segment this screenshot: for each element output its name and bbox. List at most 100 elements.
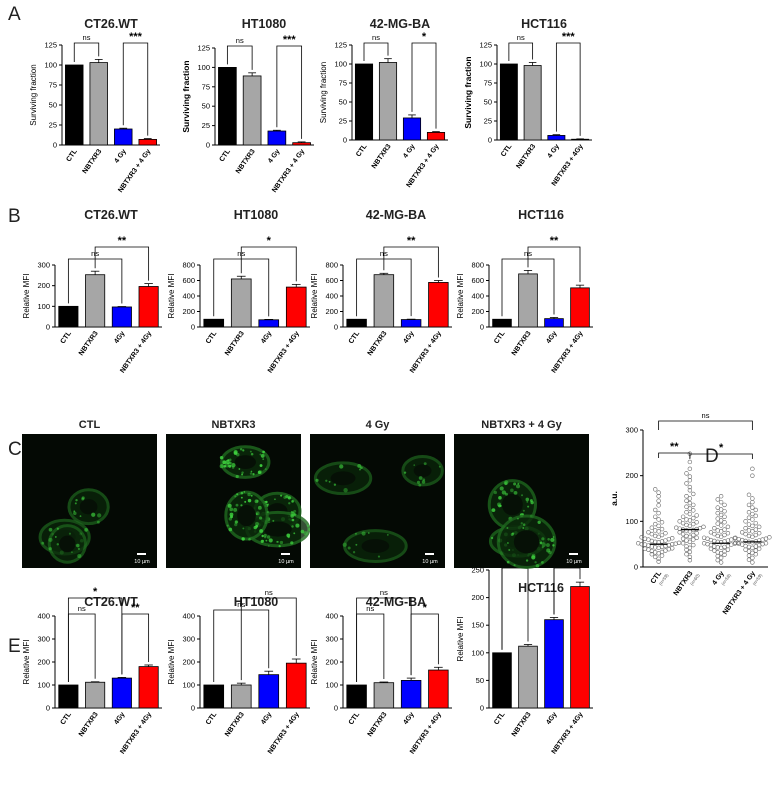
data-point bbox=[694, 535, 699, 540]
data-point bbox=[722, 549, 727, 554]
data-point bbox=[684, 547, 689, 552]
y-axis-label: Surviving fraction bbox=[319, 62, 328, 123]
mitochondria-spot bbox=[285, 495, 289, 499]
y-axis-label: Relative MFI bbox=[167, 274, 176, 319]
mitochondria-spot bbox=[48, 547, 52, 551]
mitochondria-spot bbox=[76, 543, 80, 548]
y-tick-label: 75 bbox=[339, 79, 347, 88]
mitochondria-spot bbox=[228, 464, 232, 468]
chart-title: 42-MG-BA bbox=[366, 595, 426, 609]
mitochondria-spot bbox=[534, 561, 537, 564]
y-tick-label: 125 bbox=[479, 41, 492, 50]
data-point bbox=[746, 502, 752, 508]
y-tick-label: 50 bbox=[484, 98, 492, 107]
x-tick-label: NBTXR3 + 4Gy bbox=[409, 330, 443, 374]
cell-nucleus bbox=[513, 530, 540, 554]
y-tick-label: 100 bbox=[37, 681, 50, 690]
data-point bbox=[642, 546, 648, 551]
mitochondria-spot bbox=[265, 539, 268, 542]
mitochondria-spot bbox=[276, 540, 279, 543]
y-tick-label: 200 bbox=[182, 658, 195, 667]
data-point bbox=[701, 535, 707, 540]
mitochondria-spot bbox=[291, 500, 294, 503]
mitochondria-spot bbox=[247, 498, 252, 503]
data-point bbox=[656, 523, 661, 529]
y-axis-label: Relative MFI bbox=[456, 617, 465, 662]
cell-nucleus bbox=[413, 464, 432, 478]
mitochondria-spot bbox=[333, 483, 337, 486]
significance-bracket bbox=[411, 42, 437, 129]
data-point bbox=[750, 505, 755, 510]
data-point bbox=[691, 521, 696, 527]
cell-nucleus bbox=[361, 539, 390, 553]
data-point bbox=[750, 466, 755, 472]
mitochondria-spot bbox=[520, 522, 523, 525]
significance-bracket bbox=[122, 42, 149, 136]
chart-E1: CT26.WT 0 100 200 300 400 Relative MFI CTL NBTXR… bbox=[22, 586, 162, 755]
bar-0 bbox=[354, 63, 374, 141]
y-axis-label: Relative MFI bbox=[310, 640, 319, 685]
mitochondria-spot bbox=[250, 494, 253, 497]
mitochondria-spot bbox=[233, 507, 238, 512]
significance-label: ** bbox=[118, 235, 127, 247]
mitochondria-spot bbox=[272, 519, 275, 522]
mitochondria-spot bbox=[274, 498, 276, 501]
y-tick-label: 100 bbox=[44, 61, 57, 70]
chart-E3: 42-MG-BA 0 100 200 300 400 Relative MFI CTL NBTX… bbox=[310, 588, 452, 755]
data-point bbox=[753, 507, 758, 513]
significance-label: ** bbox=[670, 441, 679, 453]
mitochondria-spot bbox=[342, 542, 347, 547]
significance-label: ns bbox=[366, 604, 374, 613]
mitochondria-spot bbox=[266, 510, 270, 514]
mitochondria-spot bbox=[73, 511, 77, 516]
mitochondria-spot bbox=[530, 501, 534, 505]
data-point bbox=[712, 531, 717, 537]
bar-3 bbox=[571, 138, 590, 141]
data-point bbox=[687, 496, 693, 501]
data-point bbox=[725, 531, 731, 536]
mitochondria-spot bbox=[293, 513, 297, 516]
mitochondria-spot bbox=[515, 484, 521, 489]
data-point bbox=[656, 517, 661, 522]
mitochondria-spot bbox=[527, 505, 530, 508]
data-point bbox=[756, 546, 762, 551]
mitochondria-spot bbox=[377, 555, 381, 558]
mitochondria-spot bbox=[548, 550, 552, 555]
mitochondria-spot bbox=[268, 521, 270, 523]
mitochondria-spot bbox=[278, 545, 281, 548]
data-point bbox=[687, 484, 693, 490]
bar-1 bbox=[523, 65, 542, 141]
data-point bbox=[750, 499, 755, 505]
mitochondria-spot bbox=[240, 504, 243, 507]
panel-letter-D: D bbox=[705, 446, 719, 467]
y-axis-label: Relative MFI bbox=[167, 640, 176, 685]
data-point bbox=[659, 532, 665, 538]
mitochondria-spot bbox=[263, 536, 267, 539]
data-point bbox=[701, 524, 706, 530]
mitochondria-spot bbox=[525, 497, 530, 502]
mitochondria-spot bbox=[252, 473, 255, 476]
x-tick-label: NBTXR3 + 4Gy bbox=[267, 330, 301, 374]
y-tick-label: 600 bbox=[325, 276, 338, 285]
data-point bbox=[746, 515, 752, 520]
data-point bbox=[715, 516, 720, 521]
chart-title: HCT116 bbox=[518, 581, 564, 595]
chart-B4: HCT116 0 200 400 600 800 Relative MFI CTL NBTXR3… bbox=[456, 208, 593, 374]
data-point bbox=[646, 530, 651, 535]
panel-letter-A: A bbox=[8, 4, 21, 25]
bar-3 bbox=[570, 287, 590, 328]
data-point bbox=[725, 547, 731, 552]
mitochondria-spot bbox=[56, 543, 59, 546]
x-tick-label: NBTXR3 bbox=[224, 711, 246, 738]
mitochondria-spot bbox=[542, 541, 545, 544]
n-label: (n=59) bbox=[752, 572, 764, 586]
x-tick-label: CTL bbox=[500, 143, 514, 159]
mitochondria-spot bbox=[97, 513, 102, 518]
y-tick-label: 400 bbox=[471, 292, 484, 301]
data-point bbox=[659, 520, 665, 525]
mitochondria-spot bbox=[491, 508, 496, 513]
y-tick-label: 25 bbox=[484, 117, 492, 126]
cell-nucleus bbox=[330, 471, 356, 486]
data-point bbox=[718, 523, 724, 528]
data-point bbox=[691, 515, 696, 521]
